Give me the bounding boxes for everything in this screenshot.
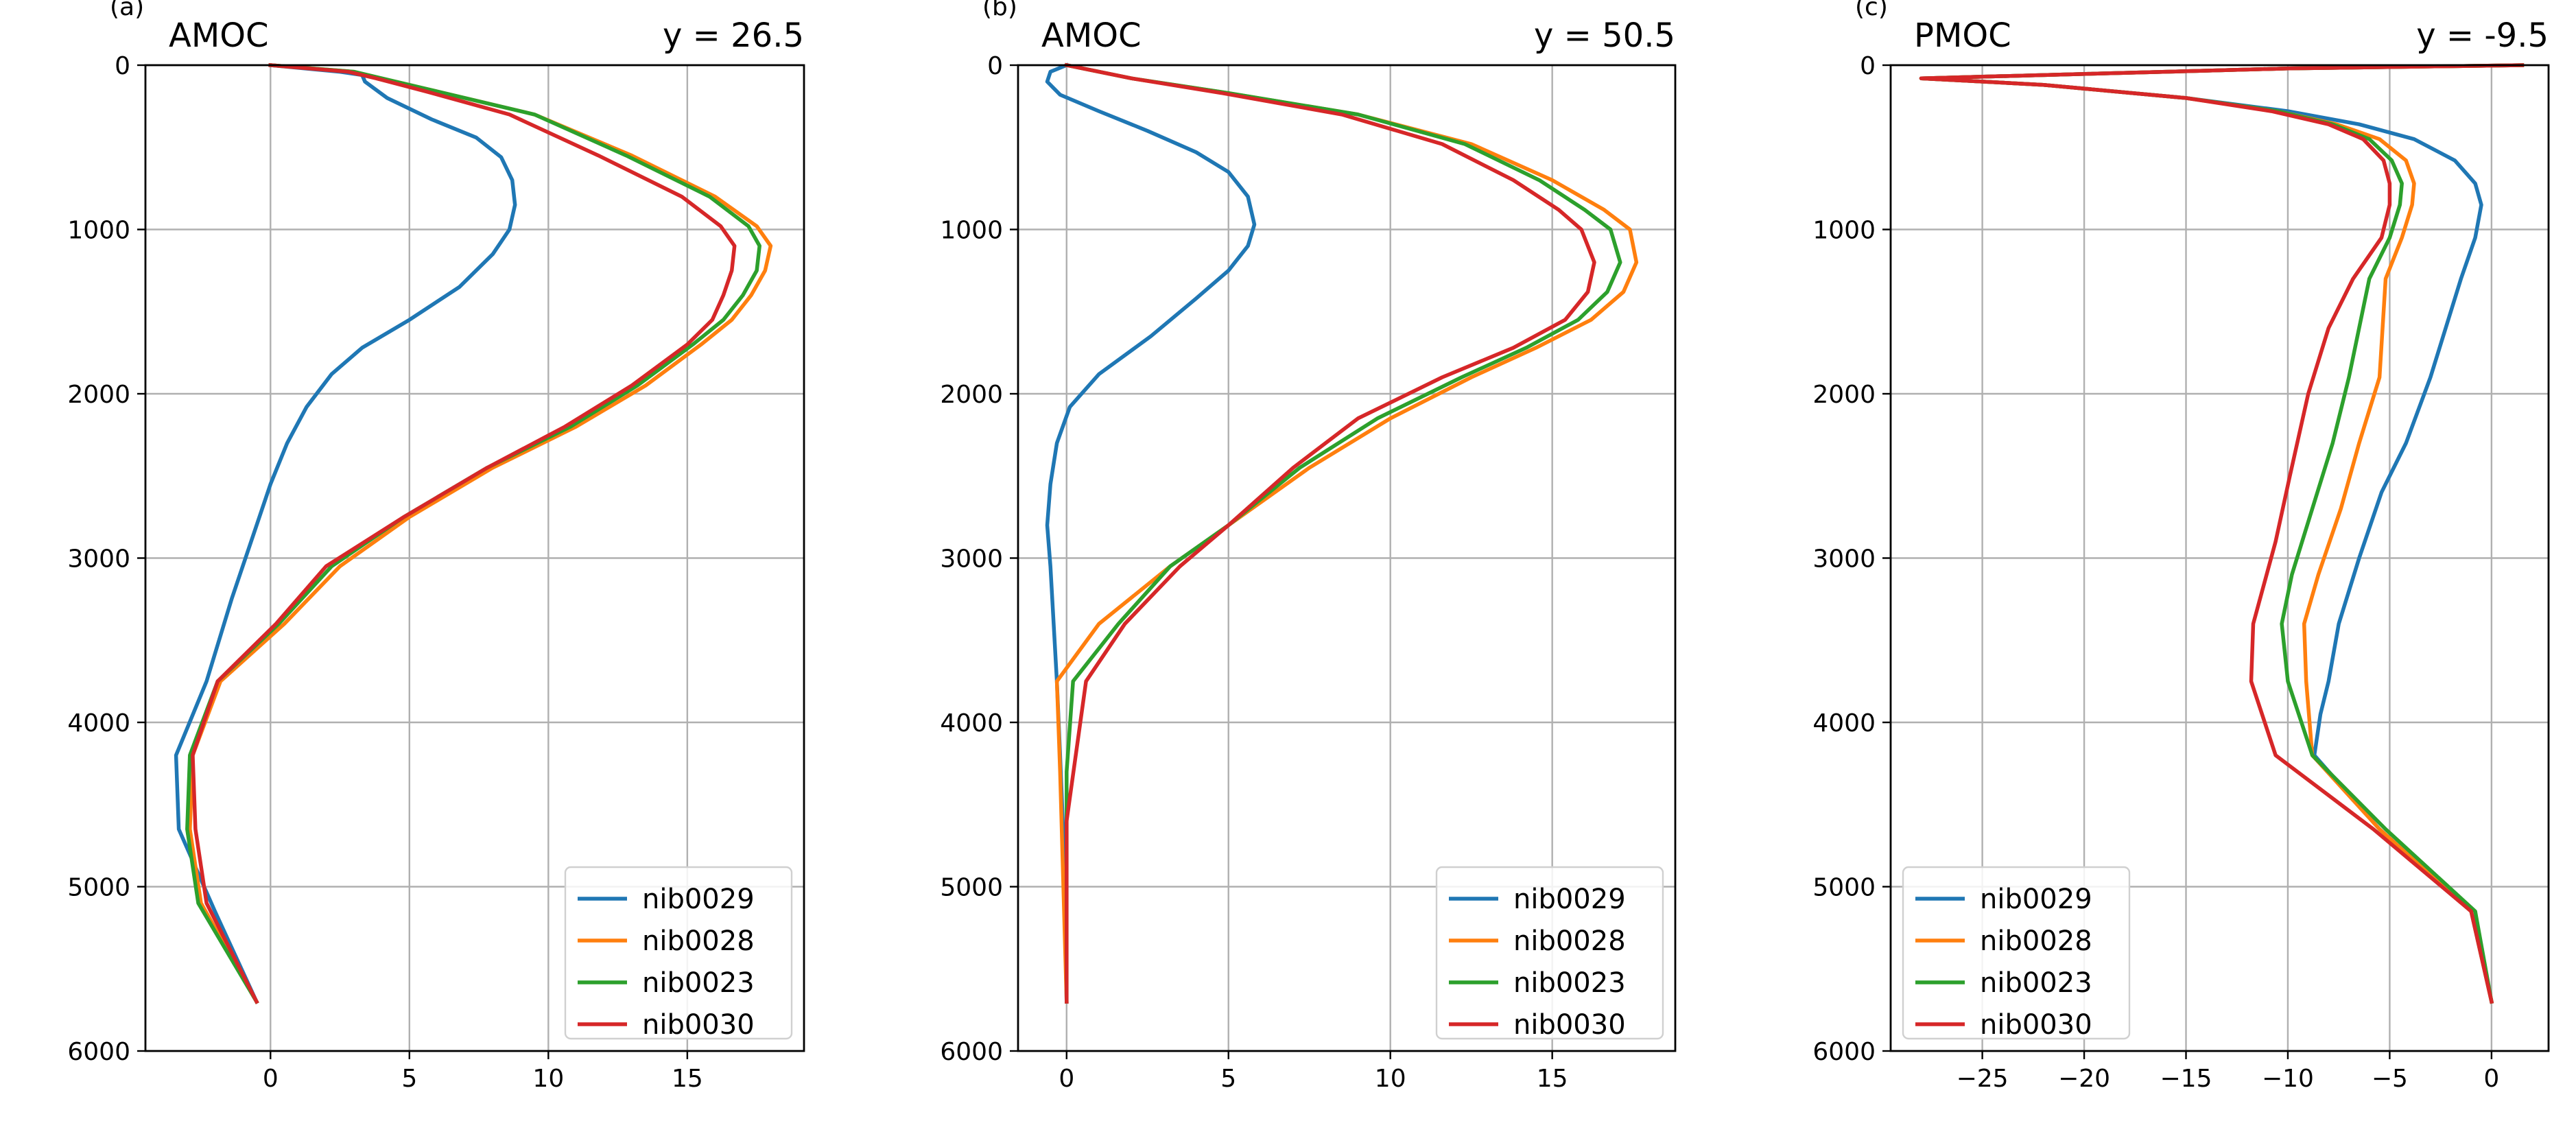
y-tick-label: 0 [987,52,1003,80]
panel-label: (b) [982,0,1017,21]
y-tick-label: 1000 [1812,217,1876,245]
y-tick-label: 6000 [67,1038,130,1066]
panel-3: −25 −20 −15 −10 −5 0 0 1000 2000 3000 4000 5000 6000… [1812,0,2550,1093]
x-tick-label: 10 [1375,1065,1406,1093]
legend: nib0029 nib0028 nib0023 nib0030 [564,866,793,1041]
series-line-nib0029 [1919,63,2525,1004]
x-tick-label: 0 [2483,1065,2499,1093]
legend-box [564,866,793,1040]
legend-entry: nib0030 [1980,1009,2092,1041]
panel-2: 0 5 10 15 0 1000 2000 3000 4000 5000 6000 (b) AMOC y … [940,0,1677,1093]
series-line-nib0029 [174,63,517,1004]
y-tick-label: 5000 [940,874,1003,902]
y-tick-label: 2000 [67,381,130,409]
y-tick-label: 6000 [940,1038,1003,1066]
y-tick-label: 5000 [1812,874,1876,902]
x-tick-label: 15 [1537,1065,1568,1093]
x-tick-label: −15 [2160,1065,2212,1093]
y-tick-label: 4000 [1812,709,1876,737]
legend-entry: nib0023 [1513,967,1626,999]
chart-title-right: y = 26.5 [663,16,804,55]
y-tick-label: 0 [115,52,130,80]
x-tick-label: −25 [1957,1065,2009,1093]
panel-label: (a) [110,0,144,21]
legend-entry: nib0023 [1980,967,2092,999]
y-tick-label: 5000 [67,874,130,902]
panel-label: (c) [1855,0,1888,21]
x-tick-label: −10 [2262,1065,2314,1093]
legend-box [1902,866,2131,1040]
legend: nib0029 nib0028 nib0023 nib0030 [1902,866,2131,1041]
legend-entry: nib0029 [1513,884,1626,915]
series-line-nib0028 [1919,63,2525,1004]
y-tick-label: 6000 [1812,1038,1876,1066]
chart-title: PMOC [1914,16,2011,55]
y-tick-label: 3000 [940,545,1003,574]
legend-box [1435,866,1664,1040]
series-line-nib0023 [185,63,761,1004]
legend-entry: nib0028 [1980,925,2092,957]
x-tick-label: 0 [263,1065,279,1093]
x-tick-label: −5 [2372,1065,2408,1093]
series-line-nib0030 [191,63,737,1004]
legend-entry: nib0029 [642,884,755,915]
y-tick-label: 2000 [940,381,1003,409]
x-tick-label: 0 [1059,1065,1074,1093]
chart-title-right: y = 50.5 [1534,16,1675,55]
x-tick-label: −20 [2058,1065,2110,1093]
y-tick-label: 4000 [67,709,130,737]
y-tick-label: 3000 [1812,545,1876,574]
panel-1: 0 5 10 15 0 1000 2000 3000 4000 5000 6000 (a) AMOC y … [67,0,805,1093]
x-tick-label: 5 [401,1065,417,1093]
legend: nib0029 nib0028 nib0023 nib0030 [1435,866,1664,1041]
legend-entry: nib0030 [642,1009,755,1041]
y-tick-label: 0 [1860,52,1876,80]
y-tick-label: 3000 [67,545,130,574]
series-line-nib0023 [1064,62,1622,1004]
y-tick-label: 1000 [67,217,130,245]
y-tick-label: 2000 [1812,381,1876,409]
x-tick-label: 5 [1220,1065,1236,1093]
legend-entry: nib0028 [642,925,755,957]
y-tick-label: 4000 [940,709,1003,737]
legend-entry: nib0023 [642,967,755,999]
series-line-nib0023 [1919,63,2525,1004]
x-tick-label: 15 [672,1065,703,1093]
x-tick-label: 10 [532,1065,564,1093]
series-line-nib0030 [1064,62,1596,1004]
chart-title-right: y = -9.5 [2416,16,2549,55]
series-line-nib0030 [1919,63,2525,1004]
series-line-nib0028 [188,63,773,1004]
series-line-nib0029 [1045,62,1257,1004]
legend-entry: nib0029 [1980,884,2092,915]
chart-title: AMOC [169,16,269,55]
legend-entry: nib0030 [1513,1009,1626,1041]
y-tick-label: 1000 [940,217,1003,245]
legend-entry: nib0028 [1513,925,1626,957]
chart-title: AMOC [1041,16,1142,55]
